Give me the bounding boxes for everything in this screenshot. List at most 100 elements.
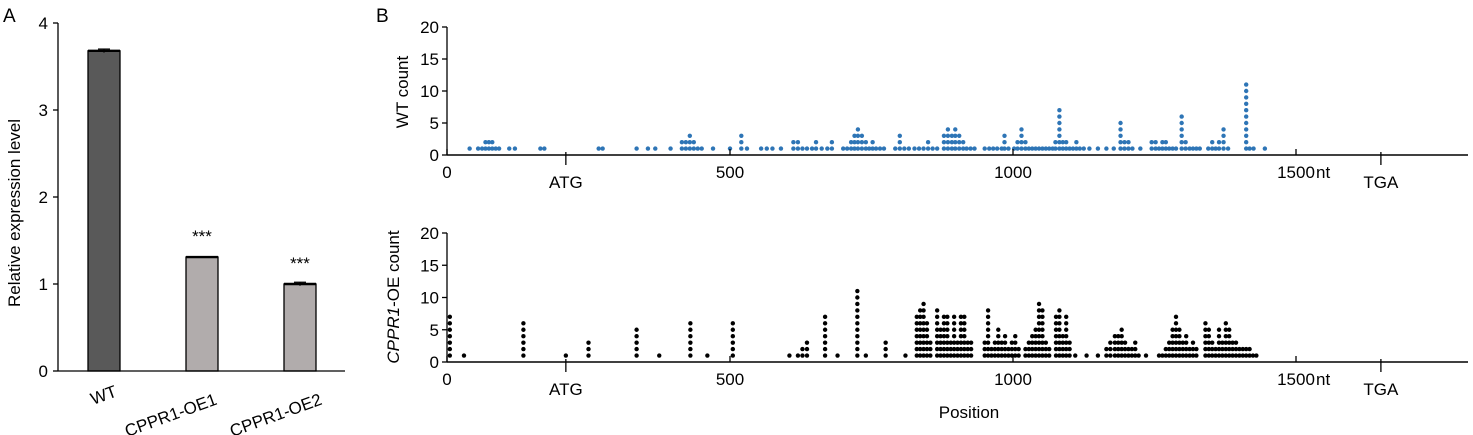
y-tick-label: 15 [420, 50, 439, 69]
data-point [1104, 353, 1109, 358]
bar [283, 283, 317, 372]
data-point [1233, 346, 1239, 352]
data-point [1136, 353, 1141, 358]
data-point [778, 146, 784, 151]
data-point [855, 353, 860, 358]
data-point [1036, 346, 1042, 352]
data-point [461, 353, 467, 358]
data-point [1040, 314, 1045, 320]
data-point [1111, 146, 1116, 151]
bars: *** *** [87, 48, 317, 372]
data-point [873, 146, 879, 151]
data-point [855, 288, 860, 294]
data-point [1129, 346, 1135, 352]
data-point [1067, 146, 1072, 151]
data-point [809, 146, 815, 151]
data-point [958, 353, 964, 358]
data-point [1053, 321, 1059, 326]
data-point [1163, 146, 1169, 151]
data-point [1173, 314, 1179, 320]
data-point [1047, 353, 1052, 358]
data-point [822, 321, 828, 326]
data-point [521, 340, 526, 345]
data-point [1183, 353, 1189, 358]
data-point [1133, 340, 1138, 345]
data-point [1160, 146, 1165, 151]
data-point [1104, 346, 1109, 352]
data-point [1243, 353, 1249, 358]
data-point [447, 321, 453, 326]
data-point [1156, 353, 1162, 358]
data-point [490, 140, 495, 145]
data-point [730, 340, 736, 345]
data-point [1190, 340, 1196, 345]
codon-marker-label: ATG [549, 173, 583, 192]
data-point [962, 334, 967, 339]
data-point [1002, 346, 1008, 352]
data-point [1064, 321, 1069, 326]
data-point [496, 146, 502, 151]
data-point [1227, 334, 1232, 339]
data-point [1227, 340, 1232, 345]
data-point [941, 140, 947, 145]
data-point [1070, 146, 1076, 151]
data-point [958, 340, 964, 345]
data-point [1122, 146, 1127, 151]
data-point [483, 140, 488, 145]
data-point [1006, 146, 1011, 151]
data-point [1002, 334, 1008, 339]
data-point [1221, 127, 1226, 132]
data-point [1190, 353, 1196, 358]
data-point [948, 340, 953, 345]
data-point [1216, 346, 1222, 352]
data-point [1187, 146, 1192, 151]
data-point [1170, 346, 1175, 352]
data-point [996, 353, 1001, 358]
data-point [953, 140, 958, 145]
data-point [957, 133, 962, 138]
data-point [1247, 346, 1252, 352]
data-point [1223, 340, 1229, 345]
data-point [1064, 314, 1069, 320]
data-point [447, 340, 453, 345]
data-point [1040, 308, 1045, 313]
data-point [916, 146, 922, 151]
data-point [958, 334, 964, 339]
data-point [1206, 353, 1212, 358]
data-point [1104, 146, 1109, 151]
x-category-label: CPPR1-OE1 [122, 390, 219, 435]
x-tick-label: 500 [716, 163, 744, 182]
data-point [914, 346, 919, 352]
data-point [800, 353, 805, 358]
data-point [634, 334, 639, 339]
codon-marker-label: TGA [1363, 173, 1399, 192]
data-point [928, 340, 933, 345]
data-point [1230, 346, 1235, 352]
data-point [521, 346, 526, 352]
data-point [1237, 346, 1242, 352]
data-point [1108, 340, 1113, 345]
data-point [852, 146, 857, 151]
data-point [945, 340, 950, 345]
data-point [968, 340, 974, 345]
data-point [917, 321, 923, 326]
data-point [1225, 146, 1231, 151]
data-point [921, 353, 926, 358]
data-point [1170, 327, 1175, 332]
axes [57, 23, 345, 372]
x-axis-label: Position [939, 403, 999, 422]
data-point [953, 146, 958, 151]
data-point [996, 327, 1001, 332]
data-point [938, 353, 943, 358]
data-point [1230, 353, 1235, 358]
data-point [902, 146, 907, 151]
data-point [1002, 146, 1007, 151]
y-tick-label: 15 [420, 256, 439, 275]
data-point [1118, 127, 1123, 132]
y-tick-label: 20 [420, 224, 439, 243]
data-point [1057, 314, 1062, 320]
data-point [903, 353, 908, 358]
data-point [914, 334, 919, 339]
data-point [1220, 353, 1225, 358]
data-point [1206, 146, 1211, 151]
